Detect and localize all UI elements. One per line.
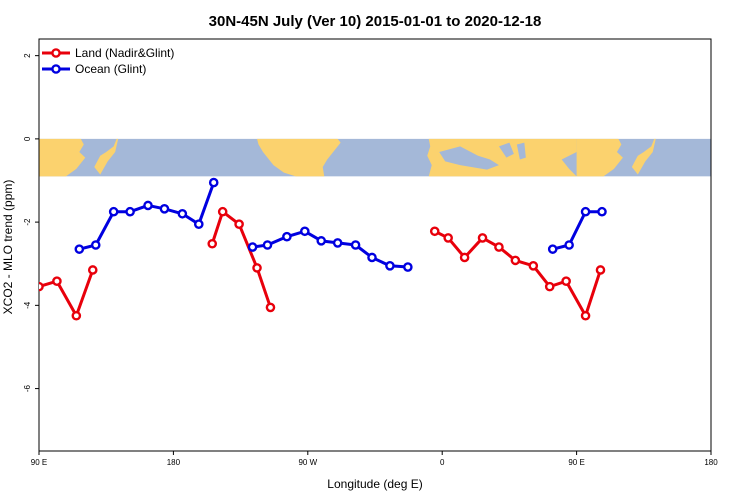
x-tick-label: 90 E	[31, 458, 47, 467]
data-point	[125, 206, 135, 217]
data-point	[367, 252, 377, 263]
data-point	[108, 206, 119, 217]
series-land	[39, 206, 606, 321]
legend-entry: Land (Nadir&Glint)	[75, 46, 174, 60]
sea	[498, 142, 514, 158]
data-point	[443, 233, 453, 243]
data-point	[580, 310, 591, 321]
data-point	[52, 276, 62, 287]
data-point	[544, 281, 555, 292]
plot-frame	[38, 38, 712, 452]
x-tick-label: 180	[704, 458, 718, 467]
y-axis-label: XCO2 - MLO trend (ppm)	[1, 180, 15, 315]
x-tick-label: 90 E	[568, 458, 584, 467]
series-line	[252, 229, 408, 269]
data-point	[193, 219, 204, 229]
data-point	[207, 238, 218, 249]
data-point	[477, 233, 488, 243]
data-point	[234, 219, 244, 229]
world-map-band	[39, 138, 711, 177]
data-point	[208, 177, 219, 188]
x-tick-label: 180	[167, 458, 181, 467]
y-tick-label: -6	[23, 384, 32, 392]
series-line	[78, 182, 216, 251]
land-mass	[631, 138, 656, 175]
series-ocean	[74, 177, 607, 272]
data-point	[580, 206, 591, 217]
x-tick-label: 0	[440, 458, 445, 467]
land-mass	[257, 138, 341, 177]
legend: Land (Nadir&Glint) Ocean (Glint)	[42, 46, 174, 76]
data-point	[265, 302, 276, 313]
data-point	[177, 208, 188, 219]
y-tick-label: -4	[23, 301, 32, 309]
data-point	[429, 226, 440, 237]
data-point	[510, 255, 521, 266]
data-point	[217, 206, 228, 217]
data-point	[561, 276, 571, 287]
data-point	[403, 262, 413, 272]
data-point	[159, 203, 170, 214]
sea	[439, 146, 499, 170]
data-point	[350, 240, 361, 250]
y-tick-label: 2	[23, 53, 32, 58]
plot-area: 90 E 180 90 W 0 90 E 180 2 0 -2 -4 -6	[23, 38, 718, 467]
data-point	[459, 252, 470, 263]
data-point	[71, 310, 82, 321]
sea	[516, 142, 526, 160]
y-tick-label: -2	[23, 218, 32, 226]
series-line	[552, 210, 602, 251]
data-point	[87, 265, 98, 275]
data-point	[282, 231, 292, 242]
y-tick-label: 0	[23, 136, 32, 141]
chart-title: 30N-45N July (Ver 10) 2015-01-01 to 2020…	[209, 13, 542, 30]
data-point	[316, 236, 327, 246]
legend-marker	[51, 64, 61, 74]
data-point	[332, 238, 343, 248]
series-layer	[39, 177, 607, 321]
data-point	[300, 226, 310, 237]
land-mass	[39, 138, 86, 177]
legend-marker	[51, 48, 61, 58]
series-line	[434, 229, 602, 318]
land-mass	[427, 138, 577, 177]
data-point	[597, 206, 607, 217]
x-axis-label: Longitude (deg E)	[327, 477, 422, 491]
data-point	[528, 261, 539, 271]
data-point	[74, 244, 85, 254]
series-line	[39, 269, 95, 318]
land-mass	[576, 138, 623, 177]
data-point	[262, 240, 273, 250]
data-point	[252, 263, 262, 273]
x-tick-label: 90 W	[298, 458, 317, 467]
data-point	[595, 265, 606, 275]
data-point	[494, 242, 504, 252]
land-mass	[94, 138, 119, 175]
data-point	[564, 240, 574, 250]
data-point	[90, 240, 101, 250]
data-point	[385, 261, 395, 271]
data-point	[547, 244, 558, 254]
data-point	[143, 200, 153, 211]
legend-entry: Ocean (Glint)	[75, 62, 146, 76]
data-point	[247, 242, 258, 252]
data-point	[39, 281, 44, 292]
